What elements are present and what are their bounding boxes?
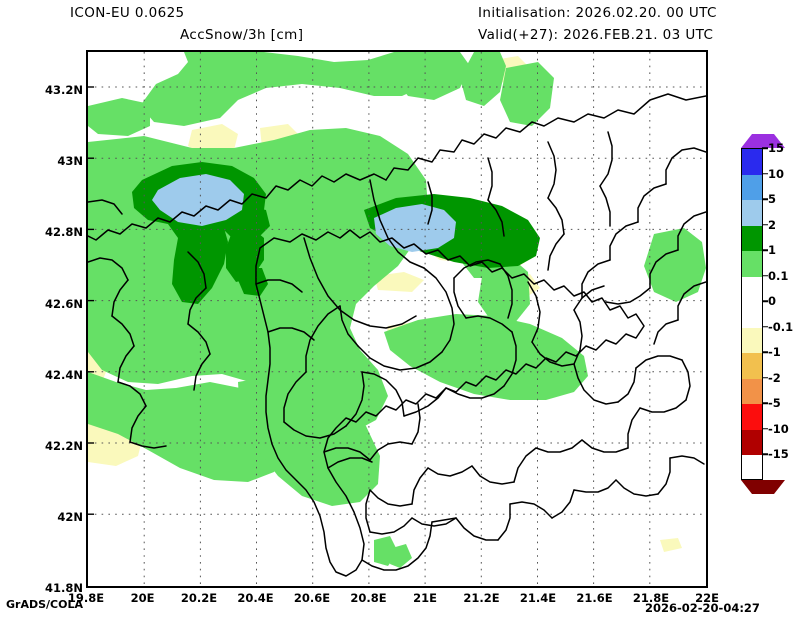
colorbar-label: -5 — [768, 396, 781, 410]
colorbar-label: 5 — [768, 192, 777, 206]
colorbar-tick — [762, 453, 768, 455]
y-tick-label: 42.6N — [45, 296, 83, 311]
colorbar-tick — [762, 351, 768, 353]
y-tick-label: 43.2N — [45, 82, 83, 97]
colorbar-label: 1 — [768, 243, 777, 257]
colorbar-tick — [762, 376, 768, 379]
colorbar-label: 15 — [768, 141, 785, 155]
colorbar-band-10 — [742, 149, 762, 175]
colorbar-tick — [762, 274, 768, 277]
x-tick-label: 20.6E — [293, 591, 331, 605]
colorbar-tick — [762, 172, 768, 175]
colorbar-band-neg0_1 — [742, 302, 762, 328]
colorbar-band-neg5 — [742, 378, 762, 404]
colorbar-bands — [741, 148, 763, 480]
variable-title: AccSnow/3h [cm] — [180, 27, 304, 43]
colorbar-label: -1 — [768, 345, 781, 359]
colorbar-band-0 — [742, 276, 762, 302]
map-gridlines — [88, 52, 706, 586]
colorbar-band-0_1 — [742, 251, 762, 277]
colorbar-band-neg15 — [742, 429, 762, 455]
y-tick-label: 42N — [57, 510, 83, 524]
colorbar-top-arrow — [741, 134, 785, 148]
y-tick-label: 41.8N — [45, 581, 83, 595]
colorbar-label: -0.1 — [768, 319, 794, 334]
x-tick-label: 22E — [695, 591, 719, 605]
colorbar-bottom-arrow — [741, 480, 785, 494]
x-tick-label: 19.8E — [67, 591, 105, 605]
x-tick-label: 20.4E — [237, 591, 274, 605]
x-tick-label: 21.6E — [576, 591, 613, 605]
colorbar-tick — [762, 249, 768, 251]
y-tick-label: 42.2N — [45, 439, 83, 453]
colorbar-tick — [762, 402, 768, 404]
x-tick-label: 20.8E — [350, 591, 387, 605]
y-tick-label: 42.8N — [45, 225, 83, 239]
colorbar-tick — [762, 300, 768, 302]
colorbar-legend: 15 10 5 2 1 0.1 0 -0.1 -1 -2 -5 -10 -15 — [741, 134, 793, 494]
colorbar-label: -10 — [768, 421, 789, 436]
colorbar-tick — [762, 198, 768, 200]
colorbar-label: -15 — [768, 447, 789, 461]
map-plot-area[interactable] — [86, 50, 708, 588]
y-tick-label: 43N — [57, 154, 83, 168]
colorbar-band-1 — [742, 225, 762, 251]
colorbar-band-neg10 — [742, 404, 762, 430]
colorbar-label: 0.1 — [768, 268, 789, 283]
colorbar-tick — [762, 325, 768, 328]
x-tick-label: 21.8E — [632, 591, 670, 605]
map-inner-ticks — [88, 86, 94, 515]
colorbar-band-neg2 — [742, 353, 762, 379]
colorbar-tick — [762, 223, 768, 226]
x-tick-label: 20E — [130, 591, 155, 605]
colorbar-tick — [762, 147, 768, 149]
colorbar-band-neg1 — [742, 327, 762, 353]
colorbar-label: -2 — [768, 370, 781, 385]
x-tick-label: 21E — [413, 591, 437, 605]
colorbar-band-5 — [742, 174, 762, 200]
map-borders — [88, 93, 706, 577]
grads-attribution: GrADS/COLA — [6, 598, 83, 611]
initialisation-time: Initialisation: 2026.02.20. 00 UTC — [478, 5, 717, 21]
colorbar-label: 0 — [768, 294, 777, 308]
x-tick-label: 20.2E — [180, 591, 218, 605]
colorbar-band-2 — [742, 200, 762, 226]
map-svg — [88, 52, 706, 586]
valid-time: Valid(+27): 2026.FEB.21. 03 UTC — [478, 27, 714, 43]
colorbar-tick — [762, 427, 768, 430]
colorbar-label: 2 — [768, 217, 777, 232]
x-tick-label: 21.2E — [463, 591, 500, 605]
map-canvas — [88, 52, 706, 586]
generation-timestamp: 2026-02-20-04:27 — [645, 601, 760, 615]
y-tick-label: 42.4N — [45, 367, 83, 382]
model-title: ICON-EU 0.0625 — [70, 5, 185, 21]
colorbar-label: 10 — [768, 166, 785, 181]
x-tick-label: 21.4E — [519, 591, 557, 605]
